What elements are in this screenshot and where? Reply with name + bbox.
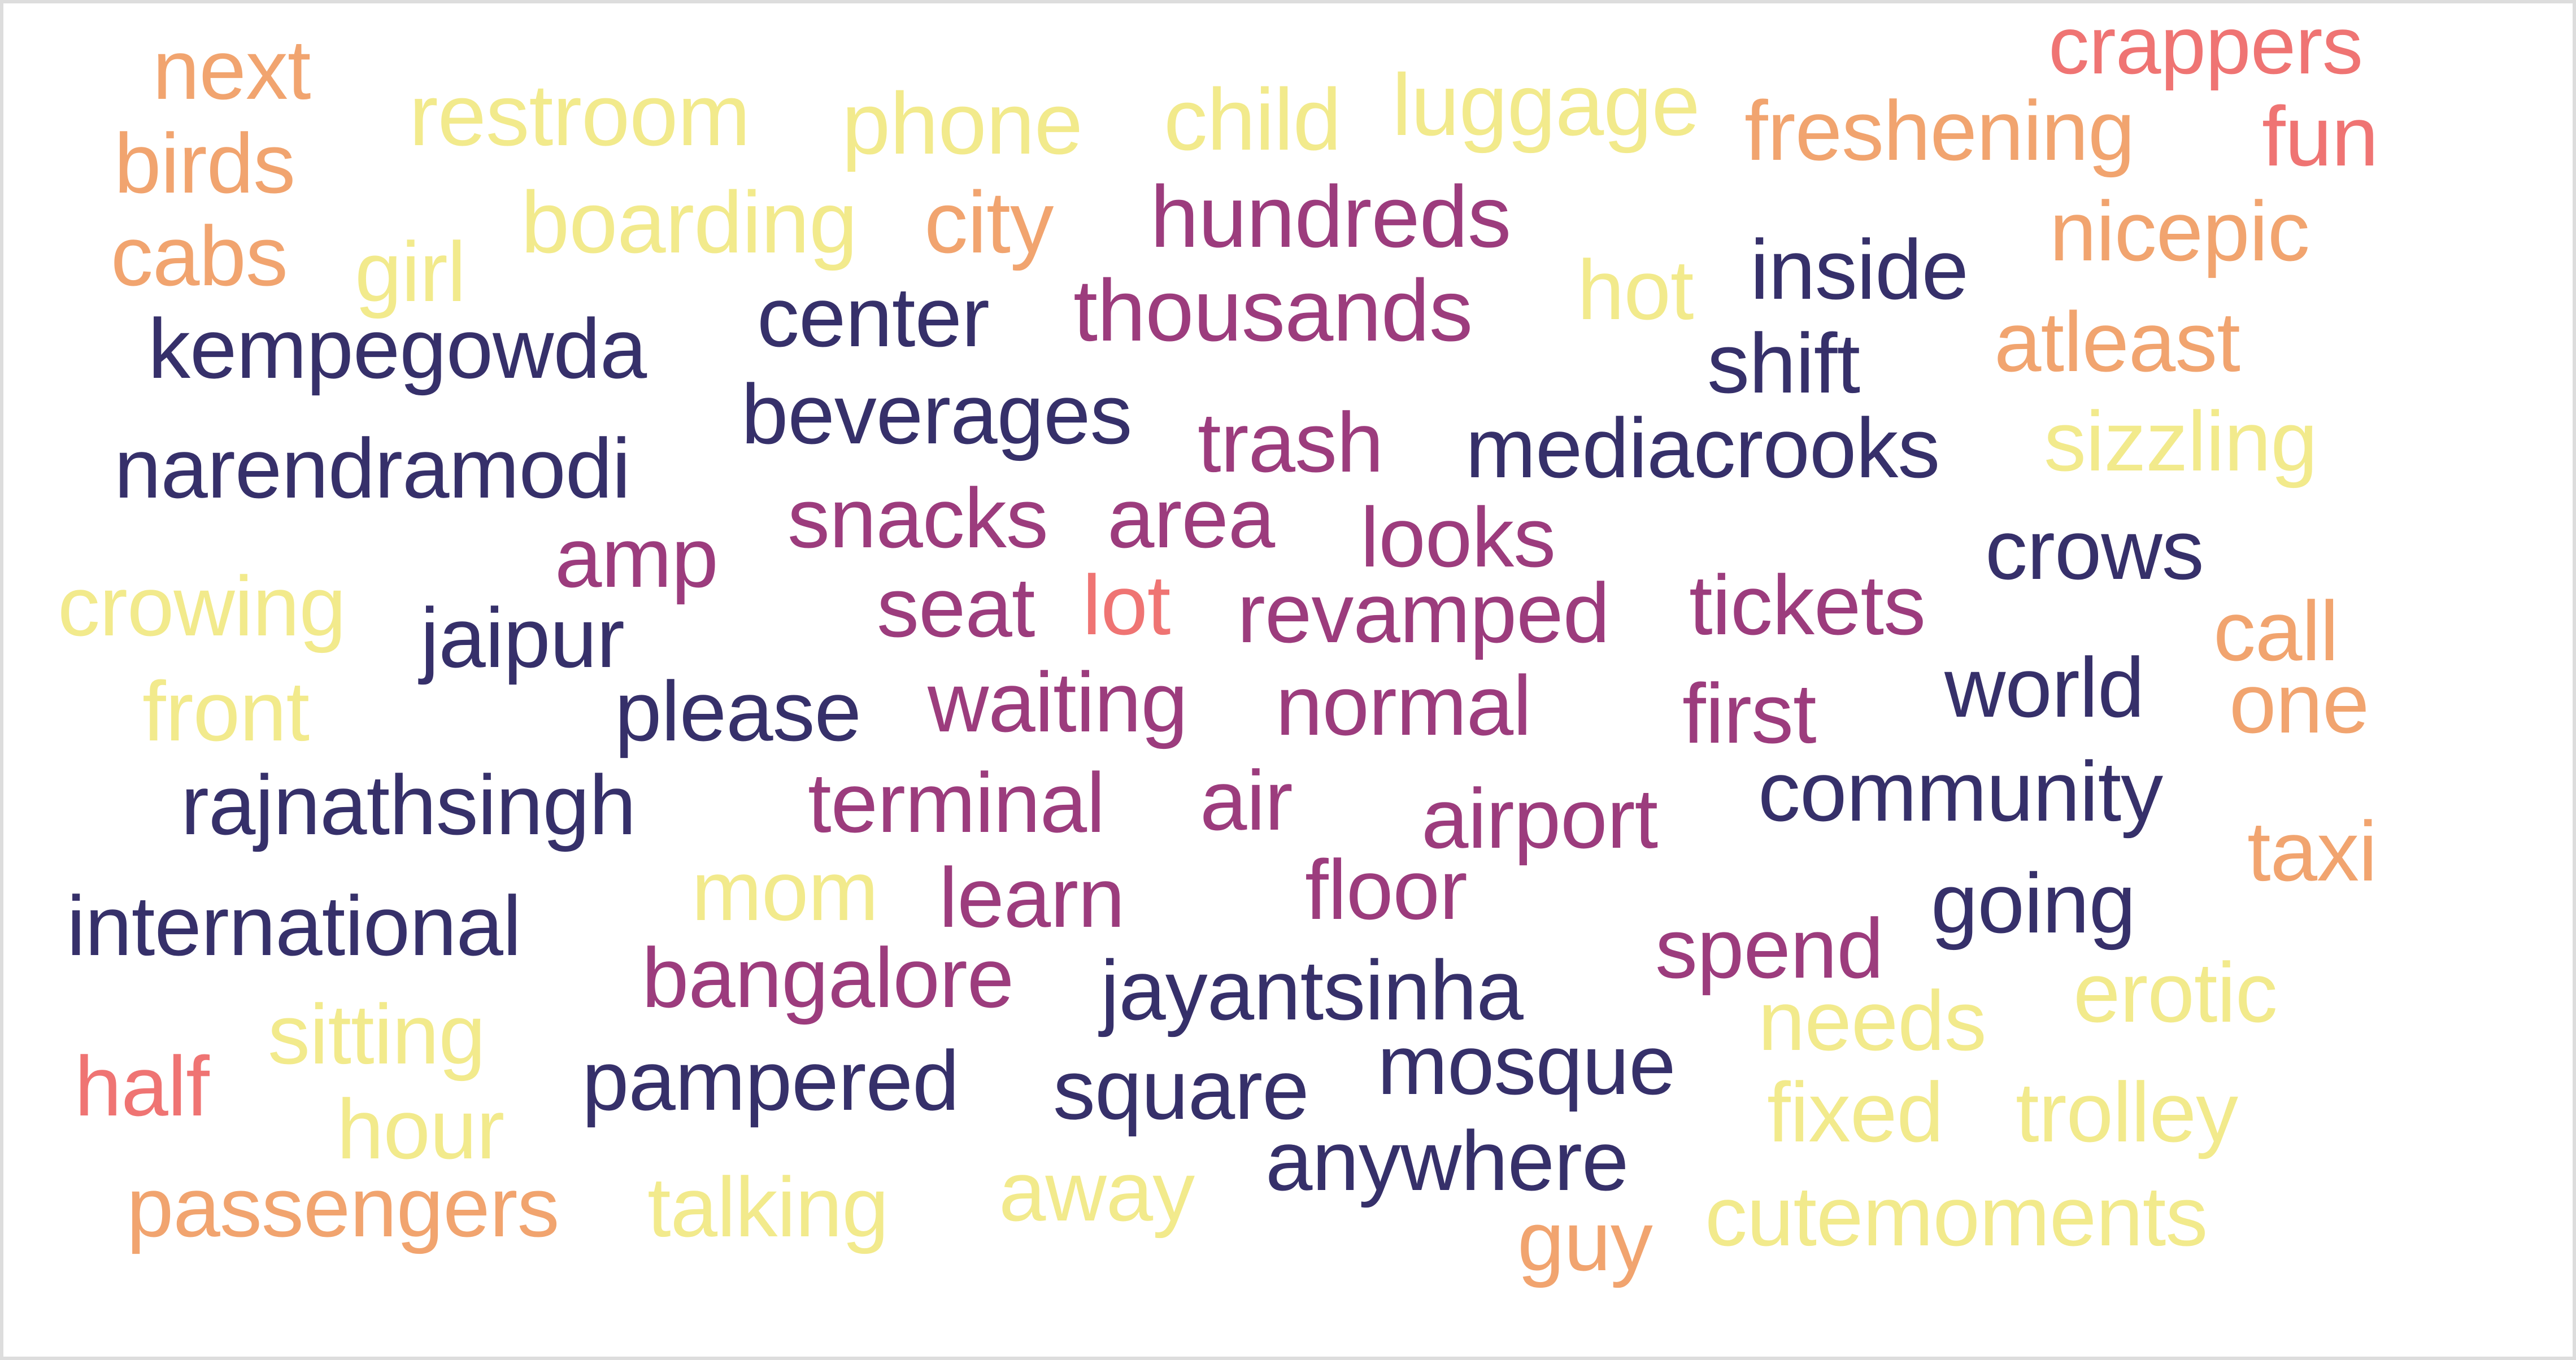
word-cabs: cabs — [111, 208, 288, 303]
word-mom: mom — [691, 843, 878, 938]
word-shift: shift — [1707, 316, 1860, 411]
word-sitting: sitting — [268, 987, 486, 1082]
word-away: away — [999, 1144, 1195, 1239]
word-revamped: revamped — [1237, 565, 1610, 660]
word-taxi: taxi — [2247, 804, 2377, 899]
word-call: call — [2213, 583, 2339, 678]
word-first: first — [1682, 666, 1817, 761]
word-jayantsinha: jayantsinha — [1100, 943, 1524, 1038]
word-air: air — [1200, 753, 1293, 848]
word-fun: fun — [2262, 89, 2379, 184]
word-talking: talking — [647, 1160, 889, 1254]
word-rajnathsingh: rajnathsingh — [181, 757, 636, 852]
word-beverages: beverages — [741, 367, 1132, 461]
word-girl: girl — [355, 224, 466, 319]
word-child: child — [1164, 71, 1342, 168]
word-half: half — [75, 1039, 210, 1134]
word-world: world — [1944, 640, 2144, 735]
word-jaipur: jaipur — [420, 590, 625, 685]
word-anywhere: anywhere — [1265, 1113, 1629, 1208]
word-lot: lot — [1082, 557, 1170, 652]
word-atleast: atleast — [1994, 294, 2240, 389]
word-fixed: fixed — [1767, 1065, 1944, 1160]
word-mosque: mosque — [1377, 1017, 1676, 1112]
word-boarding: boarding — [521, 173, 858, 271]
word-next: next — [153, 22, 311, 117]
word-looks: looks — [1360, 490, 1556, 585]
word-please: please — [615, 664, 861, 759]
word-passengers: passengers — [127, 1160, 559, 1254]
word-learn: learn — [939, 850, 1125, 945]
word-normal: normal — [1276, 658, 1531, 753]
word-square: square — [1053, 1042, 1309, 1137]
word-hot: hot — [1577, 242, 1694, 337]
word-floor: floor — [1305, 842, 1468, 937]
word-front: front — [142, 664, 310, 759]
word-mediacrooks: mediacrooks — [1465, 400, 1940, 495]
word-restroom: restroom — [409, 66, 751, 164]
word-sizzling: sizzling — [2044, 394, 2318, 489]
word-center: center — [757, 269, 990, 364]
word-narendramodi: narendramodi — [114, 421, 631, 516]
word-nicepic: nicepic — [2050, 184, 2310, 278]
word-luggage: luggage — [1392, 56, 1700, 154]
word-pampered: pampered — [582, 1033, 959, 1128]
word-international: international — [67, 878, 521, 973]
word-airport: airport — [1421, 771, 1658, 866]
word-city: city — [924, 173, 1054, 271]
word-thousands: thousands — [1073, 261, 1473, 359]
word-one: one — [2229, 656, 2369, 751]
word-phone: phone — [842, 75, 1083, 172]
word-freshening: freshening — [1744, 83, 2135, 178]
word-terminal: terminal — [808, 755, 1105, 850]
word-hour: hour — [337, 1082, 504, 1176]
word-needs: needs — [1758, 973, 1987, 1068]
word-birds: birds — [114, 116, 295, 211]
word-snacks: snacks — [787, 470, 1048, 565]
word-kempegowda: kempegowda — [148, 301, 647, 396]
word-waiting: waiting — [928, 655, 1188, 749]
word-guy: guy — [1517, 1193, 1653, 1288]
word-community: community — [1758, 744, 2163, 839]
word-trolley: trolley — [2016, 1065, 2238, 1160]
word-erotic: erotic — [2073, 945, 2278, 1040]
word-tickets: tickets — [1689, 557, 1926, 652]
word-crowing: crowing — [58, 559, 346, 653]
word-cutemoments: cutemoments — [1705, 1169, 2208, 1263]
word-hundreds: hundreds — [1150, 168, 1511, 265]
word-area: area — [1107, 470, 1275, 565]
word-crappers: crappers — [2048, 0, 2363, 91]
word-seat: seat — [877, 560, 1035, 655]
word-crows: crows — [1985, 502, 2204, 597]
word-going: going — [1931, 856, 2136, 951]
word-trash: trash — [1198, 395, 1383, 490]
word-spend: spend — [1655, 901, 1884, 996]
word-bangalore: bangalore — [642, 930, 1014, 1025]
word-inside: inside — [1750, 222, 1969, 317]
word-amp: amp — [555, 510, 719, 605]
